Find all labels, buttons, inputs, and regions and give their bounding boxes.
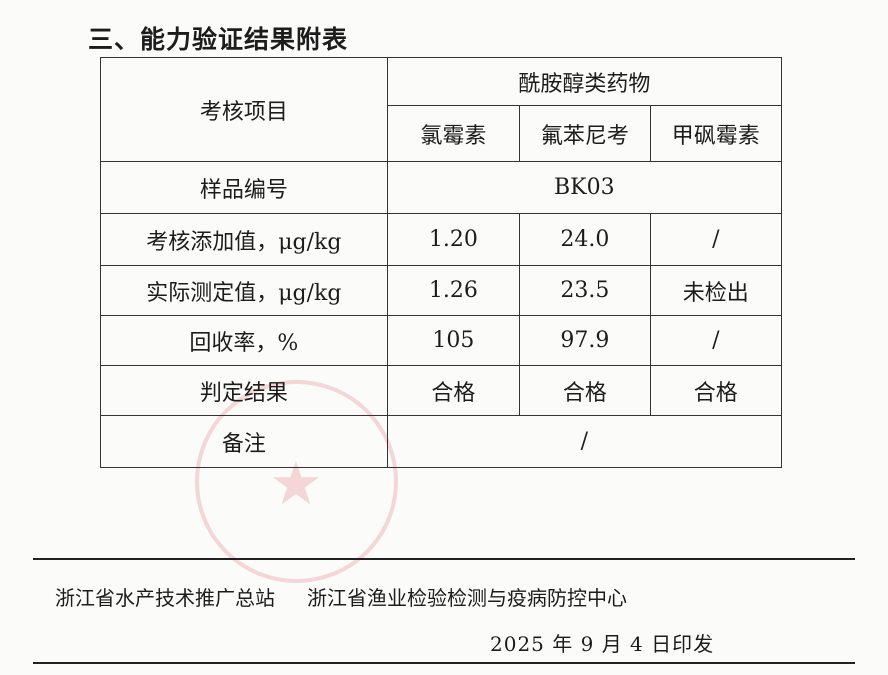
row-label: 回收率，% [100,315,388,366]
table-row: 备注 / [100,415,783,468]
footer-issuers: 浙江省水产技术推广总站 浙江省渔业检验检测与疫病防控中心 [55,582,627,611]
row-label: 样品编号 [100,161,388,214]
cell: 105 [386,315,521,366]
row-label: 考核添加值，μg/kg [100,213,388,266]
section-title: 三、能力验证结果附表 [88,25,349,54]
group-header: 酰胺醇类药物 [386,57,783,106]
drug-header: 氟苯尼考 [519,105,651,162]
footer-top-rule [33,558,855,560]
cell: / [649,213,783,266]
table-row: 实际测定值，μg/kg 1.26 23.5 未检出 [100,265,783,316]
cell: 97.9 [519,315,651,366]
results-table: 考核项目 酰胺醇类药物 氯霉素 氟苯尼考 甲砜霉素 样品编号 BK03 考核添加… [100,57,783,468]
table-row: 回收率，% 105 97.9 / [100,315,783,366]
table-header-row: 考核项目 酰胺醇类药物 [100,57,783,162]
issuer: 浙江省水产技术推广总站 [55,586,275,610]
sample-id: BK03 [386,161,783,214]
remark-value: / [386,415,783,468]
row-label: 实际测定值，μg/kg [100,265,388,316]
table-row: 考核添加值，μg/kg 1.20 24.0 / [100,213,783,266]
cell: 合格 [386,365,521,416]
cell: / [649,315,783,366]
cell: 1.26 [386,265,521,316]
row-label: 备注 [100,415,388,468]
footer-bottom-rule [33,662,855,664]
drug-header: 氯霉素 [386,105,521,162]
issue-date: 2025 年 9 月 4 日印发 [490,632,715,656]
cell: 合格 [519,365,651,416]
cell: 合格 [649,365,783,416]
item-header: 考核项目 [100,57,388,162]
table-row: 判定结果 合格 合格 合格 [100,365,783,416]
issuer: 浙江省渔业检验检测与疫病防控中心 [307,586,627,610]
row-label: 判定结果 [100,365,388,416]
cell: 未检出 [649,265,783,316]
cell: 1.20 [386,213,521,266]
cell: 23.5 [519,265,651,316]
table-row: 样品编号 BK03 [100,161,783,214]
cell: 24.0 [519,213,651,266]
drug-header: 甲砜霉素 [649,105,783,162]
